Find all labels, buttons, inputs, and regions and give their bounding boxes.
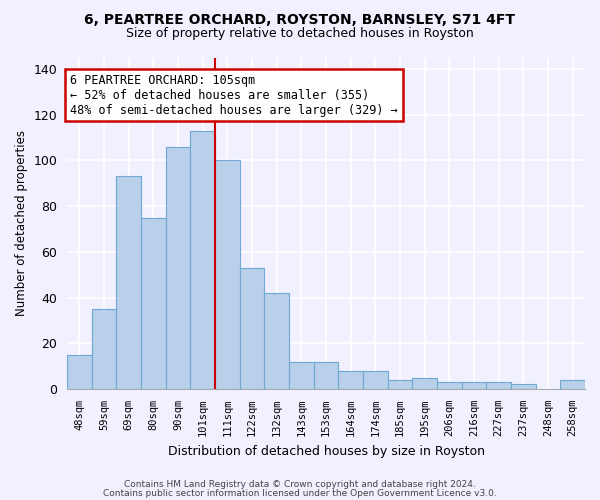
Text: Contains HM Land Registry data © Crown copyright and database right 2024.: Contains HM Land Registry data © Crown c… xyxy=(124,480,476,489)
Text: 6, PEARTREE ORCHARD, ROYSTON, BARNSLEY, S71 4FT: 6, PEARTREE ORCHARD, ROYSTON, BARNSLEY, … xyxy=(85,12,515,26)
Bar xyxy=(141,218,166,389)
Bar xyxy=(240,268,265,389)
Bar xyxy=(388,380,412,389)
Bar xyxy=(92,309,116,389)
X-axis label: Distribution of detached houses by size in Royston: Distribution of detached houses by size … xyxy=(167,444,485,458)
Text: Size of property relative to detached houses in Royston: Size of property relative to detached ho… xyxy=(126,28,474,40)
Bar xyxy=(363,370,388,389)
Bar xyxy=(560,380,585,389)
Bar xyxy=(437,382,462,389)
Bar xyxy=(166,146,190,389)
Bar xyxy=(116,176,141,389)
Text: Contains public sector information licensed under the Open Government Licence v3: Contains public sector information licen… xyxy=(103,488,497,498)
Bar xyxy=(215,160,240,389)
Bar xyxy=(338,370,363,389)
Bar xyxy=(412,378,437,389)
Text: 6 PEARTREE ORCHARD: 105sqm
← 52% of detached houses are smaller (355)
48% of sem: 6 PEARTREE ORCHARD: 105sqm ← 52% of deta… xyxy=(70,74,398,116)
Bar xyxy=(190,130,215,389)
Bar xyxy=(265,293,289,389)
Bar xyxy=(487,382,511,389)
Bar xyxy=(67,354,92,389)
Bar xyxy=(314,362,338,389)
Y-axis label: Number of detached properties: Number of detached properties xyxy=(15,130,28,316)
Bar xyxy=(462,382,487,389)
Bar xyxy=(511,384,536,389)
Bar xyxy=(289,362,314,389)
